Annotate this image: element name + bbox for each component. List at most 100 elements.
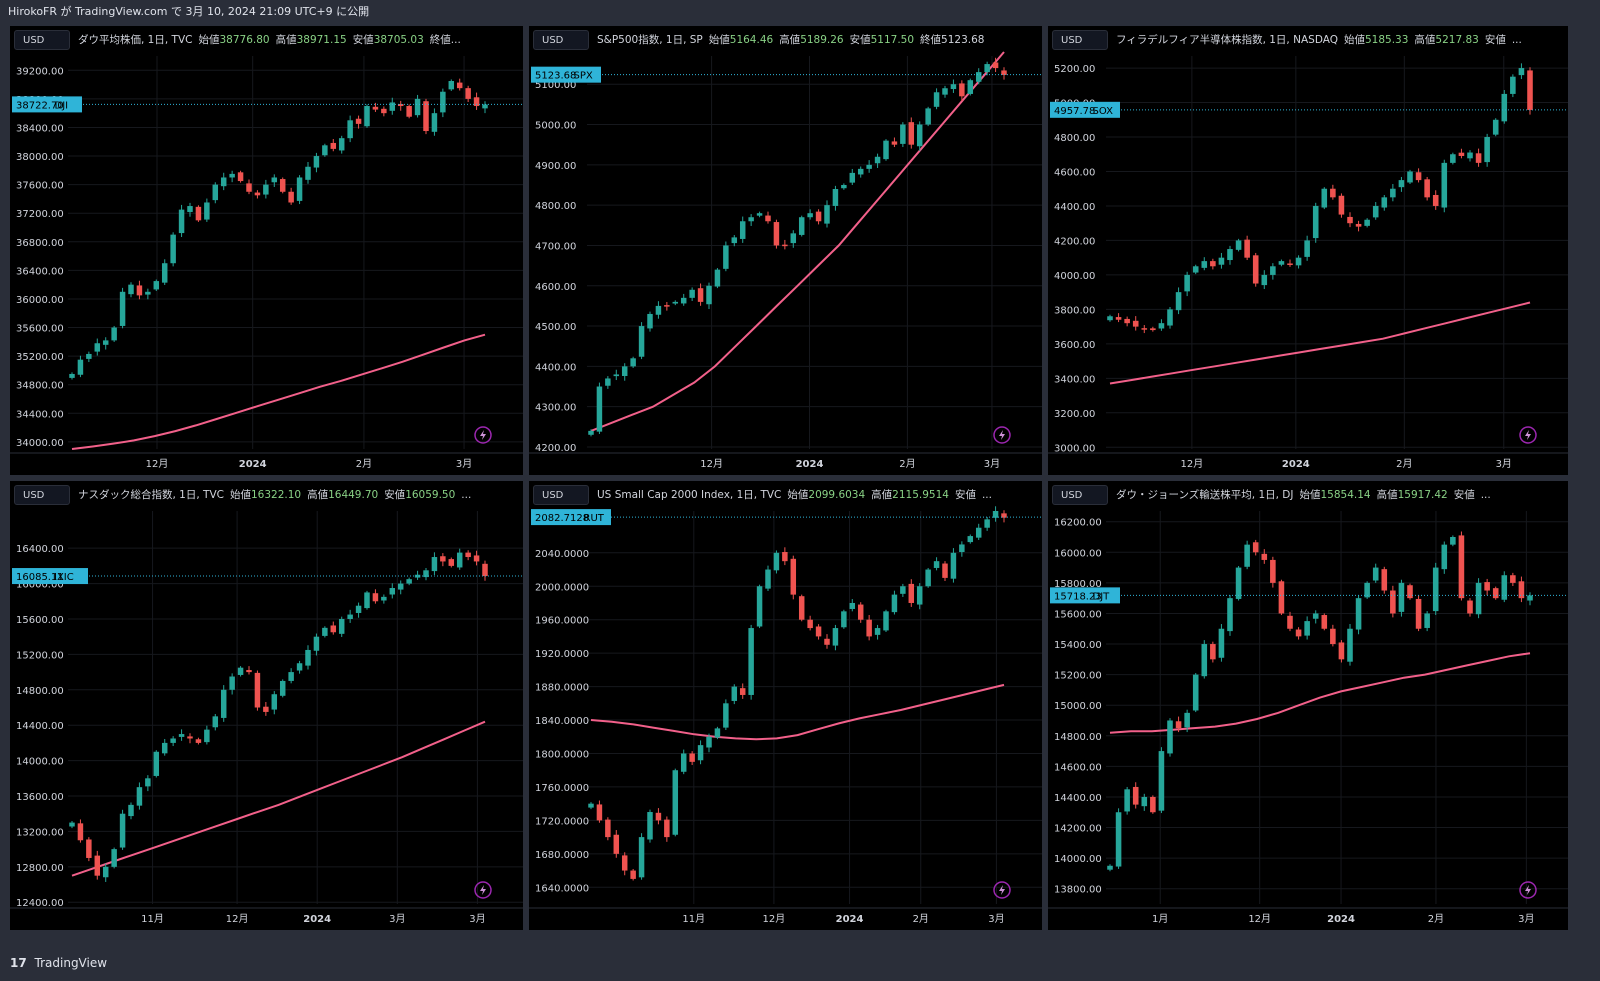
candle-body	[136, 285, 143, 296]
candle-body	[672, 301, 679, 304]
x-tick-label: 12月	[1248, 913, 1271, 925]
x-tick-label: 3月	[389, 913, 405, 925]
candle-body	[136, 787, 143, 806]
tradingview-logo-icon[interactable]: 17	[10, 956, 27, 970]
legend-low-value: 38705.03	[373, 34, 424, 46]
chart-canvas[interactable]: 5200.005000.004800.004600.004400.004200.…	[1048, 26, 1568, 475]
candle-body	[782, 244, 788, 247]
candle-body	[372, 106, 379, 110]
candle-body	[1227, 249, 1233, 261]
legend-high-value: 38971.15	[296, 34, 347, 46]
candle-body	[1415, 172, 1422, 181]
legend-open-label: 始値	[708, 34, 730, 46]
symbol-legend: US Small Cap 2000 Index, 1日, TVC 始値2099.6…	[597, 486, 992, 504]
currency-button[interactable]: USD	[1052, 485, 1108, 505]
lightning-icon[interactable]	[993, 426, 1011, 444]
candle-body	[1261, 553, 1268, 560]
candle-body	[596, 804, 603, 821]
legend-name: S&P500指数, 1日, SP	[597, 34, 703, 46]
currency-button[interactable]: USD	[533, 485, 589, 505]
legend-high-value: 5217.83	[1435, 34, 1479, 46]
candle-body	[959, 544, 965, 553]
chart-panel-djt[interactable]: 16200.00 16000.00 15800.00 15600.00 15400.00…	[1048, 481, 1568, 930]
currency-button[interactable]: USD	[14, 485, 70, 505]
lightning-icon[interactable]	[474, 881, 492, 899]
legend-name: US Small Cap 2000 Index, 1日, TVC	[597, 489, 782, 501]
candle-body	[288, 191, 294, 203]
candle-body	[832, 189, 839, 206]
candle-body	[1390, 188, 1396, 198]
currency-button[interactable]: USD	[1052, 30, 1108, 50]
candle-body	[630, 870, 636, 879]
last-price-value: 38722.70	[16, 100, 64, 111]
candle-body	[102, 340, 109, 345]
y-tick-label: 16000.00	[16, 580, 64, 591]
chart-canvas[interactable]: 16200.00 16000.00 15800.00 15600.00 15400.00…	[1048, 481, 1568, 930]
candle-body	[1432, 194, 1439, 206]
y-tick-label: 13600.00	[16, 792, 64, 803]
candle-body	[706, 736, 712, 748]
candle-body	[161, 742, 168, 754]
y-tick-label: 38400.00	[16, 123, 64, 134]
candle-body	[1304, 240, 1310, 257]
candle-body	[1441, 162, 1448, 208]
candle-body	[992, 62, 999, 69]
candle-body	[1450, 536, 1456, 545]
chart-canvas[interactable]: 39200.0038800.0038400.0038000.0037600.00…	[10, 26, 523, 475]
candle-body	[170, 738, 176, 743]
candle-body	[1458, 535, 1465, 599]
chart-canvas[interactable]: 2040.0000 2000.0000 1960.0000 1920.0000 1880…	[529, 481, 1042, 930]
y-tick-label: 5000.00	[535, 121, 576, 132]
candle-body	[950, 84, 957, 90]
last-price-tag	[1050, 101, 1120, 118]
y-tick-label: 3600.00	[1054, 340, 1095, 351]
tradingview-brand[interactable]: TradingView	[34, 956, 108, 970]
legend-tail: ...	[461, 489, 472, 501]
footer: 17 TradingView	[0, 952, 1600, 981]
candle-body	[1158, 323, 1165, 329]
candle-body	[1347, 216, 1353, 224]
chart-canvas[interactable]: 5100.00 5000.00 4900.00 4800.00 4700.00 4600.…	[529, 26, 1042, 475]
y-tick-label: 15800.00	[1054, 579, 1102, 590]
legend-high-label: 高値	[275, 34, 297, 46]
publish-header: HirokoFR が TradingView.com で 3月 10, 2024…	[0, 0, 1600, 24]
candle-body	[1475, 582, 1482, 615]
candle-body	[1218, 257, 1225, 265]
currency-button[interactable]: USD	[14, 30, 70, 50]
candle-body	[263, 706, 269, 712]
candle-body	[1150, 328, 1156, 331]
candle-body	[423, 101, 429, 132]
candle-body	[959, 83, 965, 97]
chart-panel-spx[interactable]: 5100.00 5000.00 4900.00 4800.00 4700.00 4600.…	[529, 26, 1042, 475]
candle-body	[630, 358, 636, 367]
lightning-icon[interactable]	[1519, 881, 1537, 899]
candle-body	[364, 592, 370, 609]
candle-body	[824, 205, 830, 224]
y-tick-label: 1760.0000	[535, 783, 589, 794]
y-tick-label: 39200.00	[16, 66, 64, 77]
chart-panel-rut[interactable]: 2040.0000 2000.0000 1960.0000 1920.0000 1880…	[529, 481, 1042, 930]
lightning-icon[interactable]	[993, 881, 1011, 899]
y-tick-label: 1680.0000	[535, 850, 589, 861]
candle-body	[1235, 567, 1242, 599]
candle-body	[1244, 544, 1250, 567]
lightning-icon[interactable]	[1519, 426, 1537, 444]
y-tick-label: 1920.0000	[535, 649, 589, 660]
x-tick-label: 11月	[141, 913, 164, 925]
currency-button[interactable]: USD	[533, 30, 589, 50]
chart-panel-ixic[interactable]: 16400.00 16000.00 15600.00 15200.00 14800.00…	[10, 481, 523, 930]
lightning-glyph	[999, 885, 1005, 895]
candle-body	[1501, 93, 1508, 122]
chart-canvas[interactable]: 16400.00 16000.00 15600.00 15200.00 14800.00…	[10, 481, 523, 930]
x-tick-label: 2024	[1327, 914, 1355, 925]
candle-body	[288, 672, 294, 681]
candle-body	[246, 183, 252, 192]
chart-panel-sox[interactable]: 5200.005000.004800.004600.004400.004200.…	[1048, 26, 1568, 475]
lightning-icon[interactable]	[474, 426, 492, 444]
candle-body	[1124, 318, 1130, 324]
chart-panel-dji[interactable]: 39200.0038800.0038400.0038000.0037600.00…	[10, 26, 523, 475]
candle-body	[1424, 179, 1430, 198]
legend-low-label: 安値	[1484, 34, 1506, 46]
candle-body	[782, 552, 788, 562]
candle-body	[220, 177, 227, 187]
